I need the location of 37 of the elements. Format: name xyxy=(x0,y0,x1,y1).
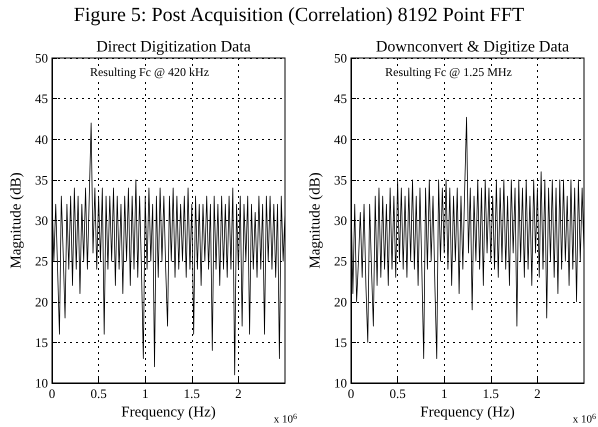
y-tick-label: 20 xyxy=(35,294,48,310)
annotation: Resulting Fc @ 420 kHz xyxy=(90,65,210,79)
y-tick-label: 45 xyxy=(334,91,347,106)
x-tick-label: 1.5 xyxy=(184,386,200,401)
chart-subtitle: Direct Digitization Data xyxy=(96,38,251,56)
y-tick-label: 50 xyxy=(35,50,48,66)
y-tick-label: 20 xyxy=(334,294,347,310)
x-tick-label: 0.5 xyxy=(389,386,406,401)
x-tick-label: 2 xyxy=(235,386,242,401)
y-tick-label: 25 xyxy=(35,254,48,269)
x-axis-title: Frequency (Hz) xyxy=(121,404,216,420)
y-axis-title: Magnitude (dB) xyxy=(8,172,25,269)
y-tick-label: 15 xyxy=(35,334,48,350)
y-tick-label: 35 xyxy=(334,172,347,188)
y-axis-title: Magnitude (dB) xyxy=(308,172,324,269)
x-tick-label: 1.5 xyxy=(482,386,499,401)
x-tick-label: 0 xyxy=(348,386,354,401)
y-tick-label: 15 xyxy=(334,334,347,350)
y-tick-label: 30 xyxy=(35,213,48,228)
x-tick-label: 1 xyxy=(142,386,148,401)
annotation: Resulting Fc @ 1.25 MHz xyxy=(385,65,512,79)
x-tick-label: 1 xyxy=(440,386,448,401)
y-tick-label: 25 xyxy=(334,254,347,269)
y-tick-label: 35 xyxy=(35,172,48,188)
x-tick-label: 0 xyxy=(48,386,56,401)
y-tick-label: 30 xyxy=(334,213,347,228)
y-tick-label: 10 xyxy=(334,376,347,390)
y-tick-label: 10 xyxy=(35,376,48,390)
x-tick-label: 0.5 xyxy=(90,386,107,401)
y-tick-label: 40 xyxy=(334,132,347,147)
y-tick-label: 50 xyxy=(334,50,347,66)
y-tick-label: 40 xyxy=(35,132,48,147)
chart-subtitle: Downconvert & Digitize Data xyxy=(376,38,570,56)
x-tick-label: 2 xyxy=(534,386,541,401)
x-axis-title: Frequency (Hz) xyxy=(420,404,515,420)
chart-title: Figure 5: Post Acquisition (Correlation) 8192 Point FFT xyxy=(72,4,526,27)
y-tick-label: 45 xyxy=(35,91,48,106)
